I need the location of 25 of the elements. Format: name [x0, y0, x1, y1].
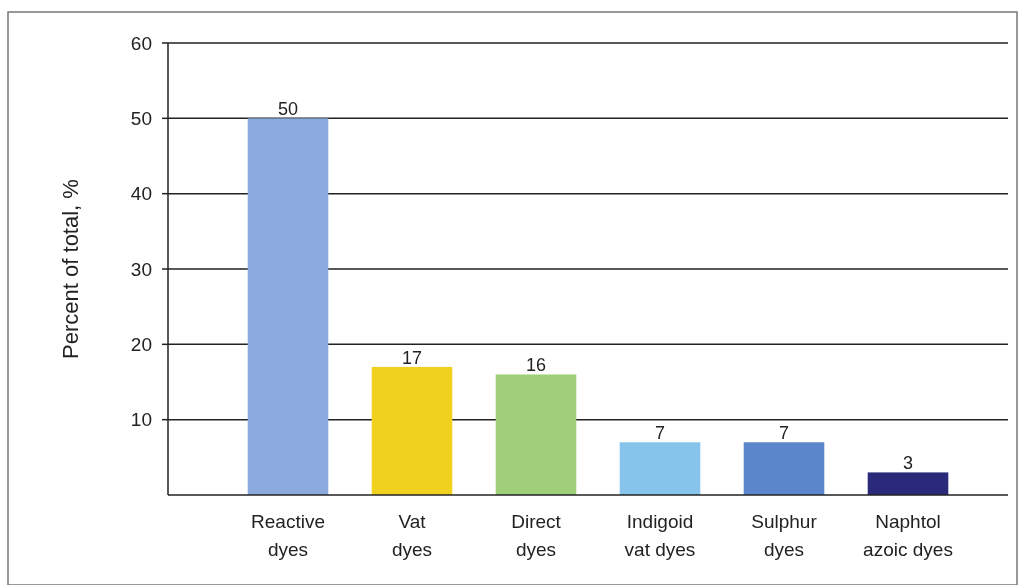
- bar: [619, 442, 701, 495]
- x-tick-label: Reactive dyes: [251, 511, 325, 560]
- data-label: 7: [654, 423, 666, 444]
- x-tick-label: Direct dyes: [511, 511, 562, 560]
- bar: [867, 472, 949, 495]
- y-axis-title: Percent of total, %: [58, 179, 83, 359]
- data-label: 7: [778, 423, 790, 444]
- y-tick-label: 40: [130, 183, 152, 205]
- y-tick-label: 60: [130, 32, 152, 54]
- y-tick-label: 30: [130, 258, 152, 280]
- y-tick-label: 10: [130, 409, 152, 431]
- x-tick-label: Naphtol azoic dyes: [863, 511, 953, 560]
- data-label: 3: [902, 453, 914, 474]
- bar: [743, 442, 825, 495]
- data-label: 16: [525, 355, 547, 376]
- bar: [495, 374, 577, 495]
- data-label: 50: [277, 99, 299, 120]
- y-tick-label: 20: [130, 333, 152, 355]
- x-tick-label: Indigoid vat dyes: [624, 511, 696, 560]
- data-label: 17: [401, 347, 423, 368]
- y-tick-label: 50: [130, 107, 152, 129]
- bar: [371, 366, 453, 495]
- x-tick-label: Sulphur dyes: [751, 511, 818, 560]
- bar: [247, 118, 329, 495]
- x-tick-label: Vat dyes: [391, 511, 433, 560]
